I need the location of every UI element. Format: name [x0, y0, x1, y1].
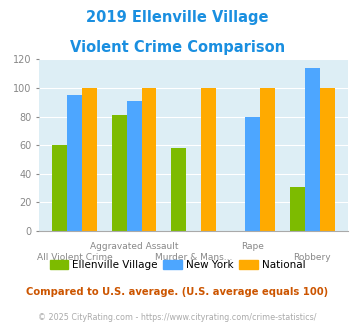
Text: Murder & Mans...: Murder & Mans...	[155, 253, 232, 262]
Bar	[67, 95, 82, 231]
Bar	[127, 101, 142, 231]
Bar	[53, 145, 67, 231]
Bar	[82, 88, 97, 231]
Text: © 2025 CityRating.com - https://www.cityrating.com/crime-statistics/: © 2025 CityRating.com - https://www.city…	[38, 314, 317, 322]
Bar	[260, 88, 275, 231]
Bar	[142, 88, 156, 231]
Bar	[290, 187, 305, 231]
Bar	[305, 68, 320, 231]
Bar	[320, 88, 334, 231]
Text: Robbery: Robbery	[294, 253, 331, 262]
Text: Rape: Rape	[241, 242, 264, 251]
Text: Aggravated Assault: Aggravated Assault	[90, 242, 178, 251]
Text: Compared to U.S. average. (U.S. average equals 100): Compared to U.S. average. (U.S. average …	[26, 287, 329, 297]
Bar	[171, 148, 186, 231]
Bar	[245, 116, 260, 231]
Bar	[112, 115, 127, 231]
Text: 2019 Ellenville Village: 2019 Ellenville Village	[86, 10, 269, 25]
Legend: Ellenville Village, New York, National: Ellenville Village, New York, National	[45, 256, 310, 275]
Bar	[201, 88, 216, 231]
Text: All Violent Crime: All Violent Crime	[37, 253, 113, 262]
Text: Violent Crime Comparison: Violent Crime Comparison	[70, 40, 285, 54]
